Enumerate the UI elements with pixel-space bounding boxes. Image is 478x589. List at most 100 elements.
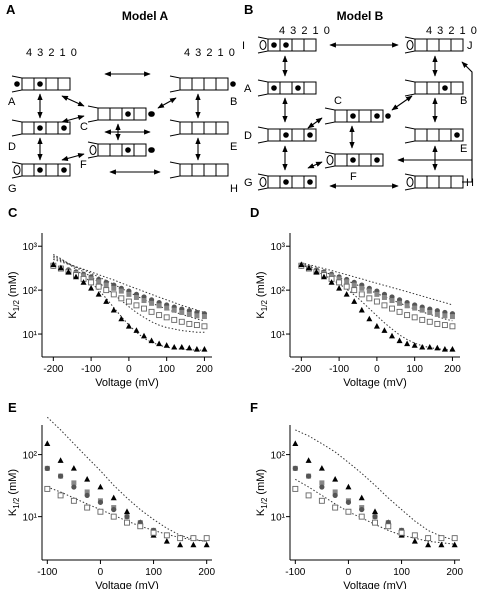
channel-outline [87,105,99,123]
data-point [57,492,64,499]
data-point [358,513,365,520]
y-tick-label: 10² [271,451,286,462]
ion-open [13,165,21,175]
transition-arrow [61,153,85,161]
channel-state [257,36,317,54]
state-label: J [467,40,473,52]
data-point [359,506,365,513]
data-point [328,279,335,285]
x-tick-label: 200 [446,567,463,578]
data-point [343,283,350,290]
channel-outline [324,107,336,125]
y-title-subscript: 1/2 [12,497,21,509]
data-point [95,283,102,290]
channel-outline [169,161,181,179]
data-point [292,485,299,492]
data-point [318,465,325,471]
channel-outline [257,126,269,144]
channel-state [11,119,71,137]
data-point [411,532,418,539]
y-axis-title: K1/2 (mM) [7,271,21,318]
transition-arrow [307,161,323,169]
y-tick-label: 10² [271,286,286,297]
data-point [425,535,432,542]
channel-outline [404,79,416,97]
data-point [103,298,110,304]
data-point [186,311,192,317]
data-point [358,306,365,313]
data-point [65,268,72,275]
data-point [313,268,320,275]
ion-open [406,40,414,50]
y-tick-label: 10³ [271,242,286,253]
x-tick-label: -100 [81,364,101,375]
ion [37,167,43,173]
data-point [389,298,395,304]
data-point [97,499,104,505]
data-point [70,497,77,504]
ion [37,81,43,87]
data-point [71,480,77,486]
channel-outline [169,119,181,137]
y-tick-label: 10² [23,286,38,297]
y-title-symbol: K [255,311,267,319]
x-tick-label: 100 [393,567,410,578]
data-point [124,519,130,526]
data-point [141,305,147,312]
data-point [381,302,388,309]
x-tick-label: -100 [285,567,305,578]
fit-line [53,257,205,322]
data-point [118,288,124,294]
channel-state [257,79,317,97]
data-point [84,492,90,498]
data-point [366,288,372,294]
data-point [318,497,325,504]
data-point [419,343,426,350]
data-point [203,535,210,542]
data-point [186,344,193,351]
x-tick-label: 100 [158,364,175,375]
data-point [110,494,117,501]
ion [350,157,356,163]
data-point [373,323,380,329]
ion [454,132,460,138]
state-label: 4 3 2 1 0 [426,25,478,37]
channel-state [404,126,464,144]
data-point [80,279,87,285]
data-point [125,298,132,305]
data-point [411,342,418,348]
data-point [177,541,184,548]
model-title: Model B [337,9,384,23]
x-tick-label: 0 [374,364,380,375]
data-point [178,318,185,325]
data-point [44,440,51,446]
data-point [381,327,388,333]
data-point [351,282,357,288]
data-point [95,291,102,297]
state-label: H [466,177,474,189]
data-point [163,538,170,544]
data-point [190,541,197,548]
data-point [404,340,411,347]
data-point [372,514,378,520]
data-point [381,294,387,300]
data-point [438,541,445,548]
y-title-unit: (mM) [7,271,19,297]
data-point [292,465,298,471]
data-point [171,316,178,323]
ion [271,85,277,91]
data-point [404,312,411,319]
y-title-symbol: K [7,508,19,516]
y-tick-label: 10¹ [23,330,38,341]
channel-outline [169,75,181,93]
data-point [332,504,339,511]
data-point [44,465,50,471]
data-point [332,489,338,495]
transition-arrow [61,95,85,107]
y-title-symbol: K [7,311,19,319]
data-point [336,285,343,291]
state-label: G [8,183,17,195]
data-point [374,291,380,297]
data-point [426,318,433,325]
feedback-line [461,61,473,183]
